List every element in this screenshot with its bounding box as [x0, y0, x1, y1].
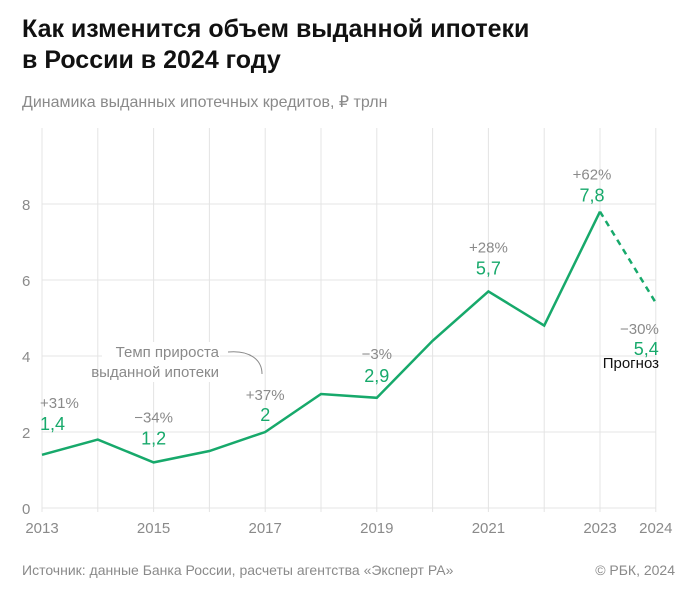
x-tick-label: 2017 [249, 520, 282, 537]
y-tick-label: 6 [22, 273, 30, 290]
growth-label: −3% [362, 346, 392, 363]
value-label: 5,7 [476, 258, 501, 278]
forecast-label: Прогноз [603, 355, 659, 372]
annotation-text: Темп прироста [116, 344, 220, 361]
x-tick-label: 2023 [583, 520, 616, 537]
value-label: 1,4 [40, 414, 65, 434]
x-tick-label: 2015 [137, 520, 170, 537]
value-label: 1,2 [141, 428, 166, 448]
subtitle: Динамика выданных ипотечных кредитов, ₽ … [22, 94, 388, 111]
y-tick-label: 0 [22, 501, 30, 518]
growth-label: +31% [40, 395, 79, 412]
annotation-text: выданной ипотеки [91, 364, 219, 381]
value-label: 2,9 [364, 366, 389, 386]
x-tick-label: 2019 [360, 520, 393, 537]
x-tick-label: 2021 [472, 520, 505, 537]
growth-label: −34% [134, 409, 173, 426]
x-tick-label: 2013 [25, 520, 58, 537]
copyright: © РБК, 2024 [595, 562, 675, 578]
y-tick-label: 2 [22, 425, 30, 442]
value-label: 2 [260, 405, 270, 425]
page-title: Как изменится объем выданной ипотеки в Ро… [22, 15, 530, 74]
annotation-bg [102, 342, 220, 382]
source-note: Источник: данные Банка России, расчеты а… [22, 562, 454, 578]
forecast-line [598, 210, 657, 304]
growth-label: +37% [246, 387, 285, 404]
growth-label: −30% [620, 321, 659, 338]
y-tick-label: 8 [22, 197, 30, 214]
annotation-pointer [227, 351, 263, 375]
growth-label: +28% [469, 239, 508, 256]
value-label: 7,8 [579, 186, 604, 206]
growth-label: +62% [573, 167, 612, 184]
x-tick-label: 2024 [639, 520, 672, 537]
value-label: 5,4 [634, 339, 659, 359]
y-tick-label: 4 [22, 349, 30, 366]
